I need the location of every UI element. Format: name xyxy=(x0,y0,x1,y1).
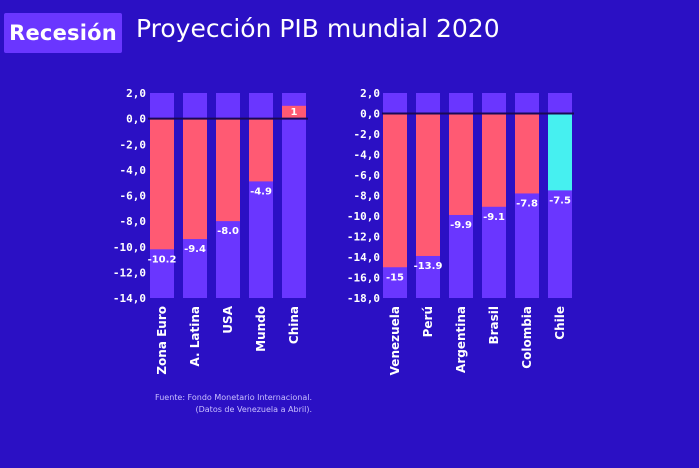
data-label: -10.2 xyxy=(148,254,177,265)
column-background xyxy=(282,93,306,298)
data-label: -7.5 xyxy=(549,195,571,206)
y-tick-label: 2,0 xyxy=(126,87,146,100)
bar-zona-euro xyxy=(150,118,174,250)
category-label: Venezuela xyxy=(388,306,402,375)
y-tick-label: -14,0 xyxy=(113,292,146,305)
chart-title: Proyección PIB mundial 2020 xyxy=(136,14,500,43)
y-tick-label: -12,0 xyxy=(347,231,380,244)
bar-brasil xyxy=(482,113,506,207)
y-tick-label: -8,0 xyxy=(354,190,381,203)
data-label: -9.4 xyxy=(184,244,206,255)
data-label: -15 xyxy=(386,272,404,283)
recession-tag: Recesión xyxy=(4,13,122,53)
category-label: China xyxy=(287,306,301,344)
y-tick-label: -2,0 xyxy=(120,138,147,151)
category-label: Perú xyxy=(421,306,435,337)
y-tick-label: 0,0 xyxy=(126,113,146,126)
bar-argentina xyxy=(449,113,473,215)
y-tick-label: -18,0 xyxy=(347,292,380,305)
data-label: -9.1 xyxy=(483,212,505,223)
category-label: Colombia xyxy=(520,306,534,369)
bar-china xyxy=(282,105,306,119)
y-tick-label: -10,0 xyxy=(113,241,146,254)
category-label: Brasil xyxy=(487,306,501,345)
y-tick-label: -14,0 xyxy=(347,251,380,264)
y-tick-label: -12,0 xyxy=(113,266,146,279)
y-tick-label: -4,0 xyxy=(354,149,381,162)
source-line-1: Fuente: Fondo Monetario Internacional. xyxy=(155,393,312,402)
category-label: Mundo xyxy=(254,306,268,352)
y-tick-label: -16,0 xyxy=(347,272,380,285)
source-note: Fuente: Fondo Monetario Internacional. (… xyxy=(100,392,312,416)
category-label: A. Latina xyxy=(188,306,202,366)
bar-mundo xyxy=(249,118,273,182)
category-label: Chile xyxy=(553,306,567,340)
data-label: -7.8 xyxy=(516,198,538,209)
y-tick-label: -4,0 xyxy=(120,164,147,177)
bar-usa xyxy=(216,118,240,222)
category-label: USA xyxy=(221,305,235,333)
y-tick-label: -2,0 xyxy=(354,128,381,141)
y-tick-label: 2,0 xyxy=(360,87,380,100)
bar-chile xyxy=(548,113,572,191)
data-label: -4.9 xyxy=(250,186,272,197)
y-tick-label: 0,0 xyxy=(360,108,380,121)
bar-a-latina xyxy=(183,118,207,240)
bar-venezuela xyxy=(383,113,407,268)
data-label: -9.9 xyxy=(450,220,472,231)
y-tick-label: -10,0 xyxy=(347,210,380,223)
category-label: Argentina xyxy=(454,306,468,373)
data-label: -13.9 xyxy=(414,261,443,272)
data-label: -8.0 xyxy=(217,226,239,237)
bar-per- xyxy=(416,113,440,256)
category-label: Zona Euro xyxy=(155,306,169,375)
y-tick-label: -6,0 xyxy=(120,190,147,203)
data-label: 1 xyxy=(291,107,298,118)
y-tick-label: -8,0 xyxy=(120,215,147,228)
y-tick-label: -6,0 xyxy=(354,169,381,182)
bar-colombia xyxy=(515,113,539,194)
source-line-2: (Datos de Venezuela a Abril). xyxy=(195,405,313,414)
recession-tag-label: Recesión xyxy=(9,21,117,45)
